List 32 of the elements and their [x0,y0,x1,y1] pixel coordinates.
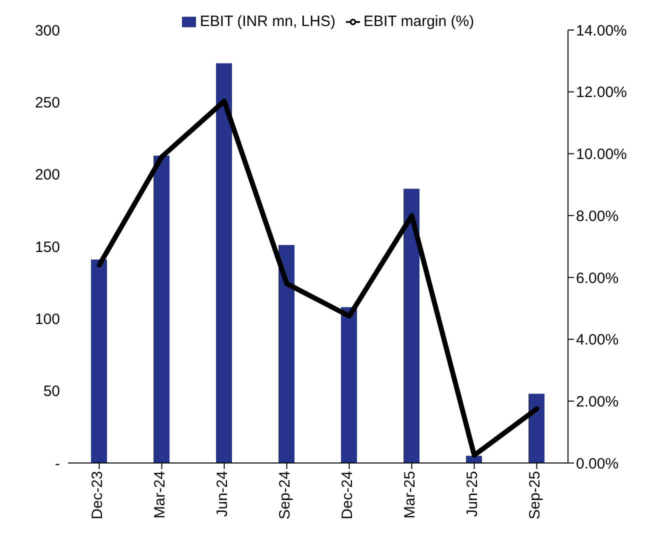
y-tick-label: 300 [34,22,60,40]
y-tick-label: 50 [43,383,60,400]
bar [404,188,420,463]
y2-tick-label: 10.00% [576,146,627,164]
y2-tick-label: 6.00% [576,270,619,287]
y2-tick-label: 14.00% [576,22,627,40]
legend-label: EBIT (INR mn, LHS) [200,13,336,30]
bar [528,394,544,463]
x-tick-label: Jun-24 [214,471,231,517]
bar [341,307,357,463]
x-tick-label: Mar-25 [401,471,418,519]
x-tick-label: Dec-24 [338,471,356,520]
y-tick-label: 250 [34,94,60,112]
y-tick-label: 200 [34,166,60,184]
x-tick-label: Jun-25 [464,471,481,517]
x-tick-label: Mar-24 [151,471,168,519]
bar [216,63,232,463]
legend-label: EBIT margin (%) [364,13,474,30]
y2-tick-label: 0.00% [576,455,619,472]
y2-tick-label: 2.00% [576,393,619,410]
x-tick-label: Sep-24 [276,471,294,520]
y2-tick-label: 8.00% [576,208,619,225]
bar [154,156,170,463]
y2-tick-label: 12.00% [576,84,627,102]
y2-tick-label: 4.00% [576,332,619,349]
x-tick-label: Sep-25 [526,471,544,520]
y-tick-label: 100 [34,310,60,328]
y-tick-label: - [55,455,60,472]
bar [91,259,107,463]
x-tick-label: Dec-23 [88,471,106,520]
bar [278,245,294,463]
y-tick-label: 150 [34,238,60,256]
